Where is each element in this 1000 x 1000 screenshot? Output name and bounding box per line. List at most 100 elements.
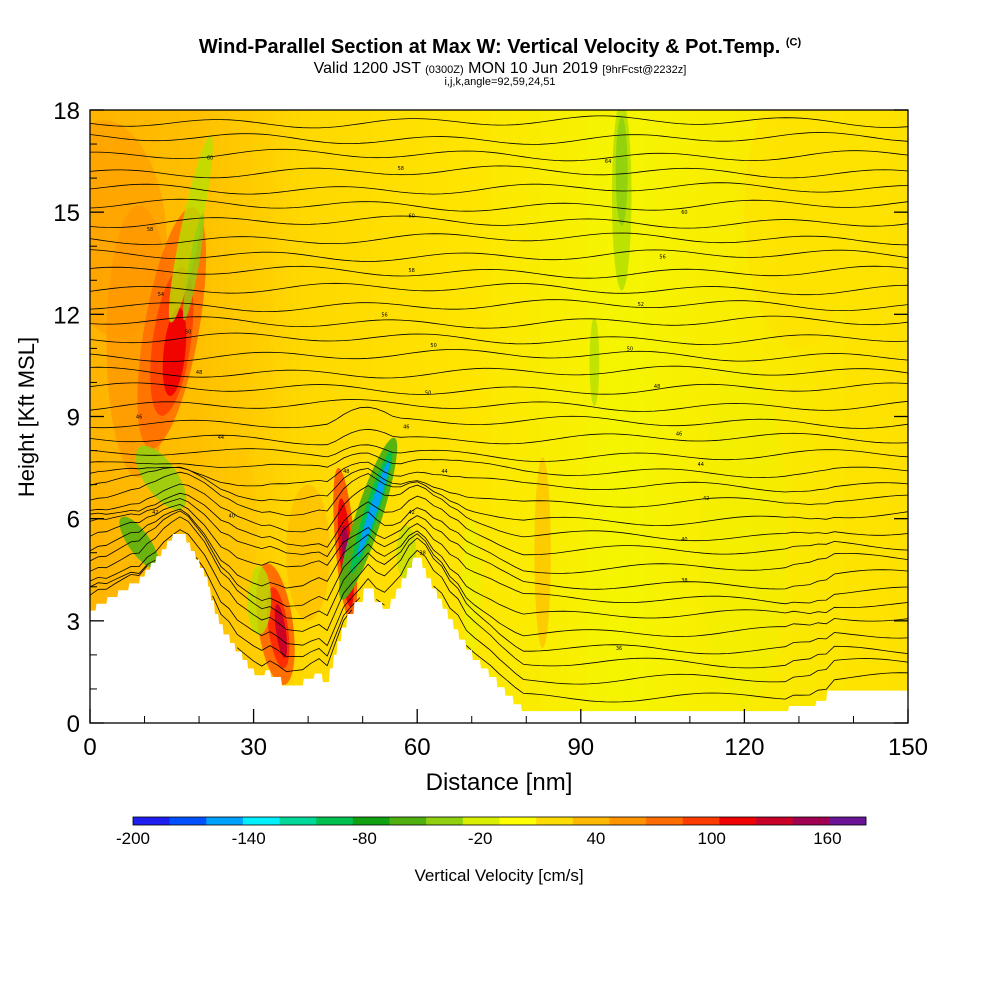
theta-contour-line <box>90 498 908 574</box>
theta-contour-line <box>90 549 908 669</box>
theta-contour-line <box>90 516 908 638</box>
theta-contour-labels: 60 58 64 58 60 60 58 56 54 56 52 50 50 50 48 50 48 46 44 46… <box>136 156 709 652</box>
colorbar-swatch <box>316 817 354 825</box>
theta-contour-line <box>90 428 908 446</box>
velocity-blob <box>357 459 390 558</box>
velocity-blob <box>135 445 187 510</box>
colorbar-frame <box>132 816 867 826</box>
x-tick-label: 30 <box>240 734 267 761</box>
theta-contour-line <box>90 483 908 542</box>
colorbar-tick-label: -80 <box>352 829 377 848</box>
theta-contour-label: 56 <box>659 254 665 260</box>
velocity-blob <box>744 110 854 349</box>
title-main: Wind-Parallel Section at Max W: Vertical… <box>198 36 781 58</box>
theta-contour-label: 40 <box>681 537 687 543</box>
velocity-blob <box>396 525 417 580</box>
colorbar-tick-label: -20 <box>468 829 493 848</box>
theta-contour-label: 58 <box>398 166 404 172</box>
theta-contour-line <box>90 406 908 429</box>
valid-date: MON 10 Jun 2019 <box>468 60 598 77</box>
colorbar-tick-label: 100 <box>698 829 726 848</box>
colorbar-swatch <box>536 817 574 825</box>
velocity-blob <box>119 516 159 569</box>
colorbar-tick-label: 40 <box>586 829 605 848</box>
theta-contour-label: 42 <box>703 496 709 502</box>
y-tick-label: 18 <box>53 98 80 125</box>
title-block: Wind-Parallel Section at Max W: Vertical… <box>0 36 1000 88</box>
y-tick-label: 0 <box>67 711 80 738</box>
y-tick-label: 12 <box>53 302 80 329</box>
colorbar-swatch <box>426 817 464 825</box>
theta-contour-line <box>90 115 908 129</box>
theta-contour-label: 48 <box>654 384 660 390</box>
theta-contour-label: 46 <box>403 425 409 431</box>
theta-contour-line <box>90 461 908 493</box>
colorbar-swatch <box>646 817 684 825</box>
x-tick-label: 150 <box>888 734 928 761</box>
velocity-blob <box>228 450 257 601</box>
theta-contour-line <box>90 249 908 262</box>
velocity-blob <box>534 457 551 649</box>
colorbar-tick-label: 160 <box>813 829 841 848</box>
terrain <box>90 534 908 723</box>
colorbar-swatch <box>682 817 720 825</box>
theta-contour-label: 56 <box>381 312 387 318</box>
colorbar-tick-label: -200 <box>116 829 150 848</box>
theta-contour-line <box>90 215 908 229</box>
theta-contour-line <box>90 332 908 346</box>
theta-contour-label: 60 <box>681 210 687 216</box>
theta-contour-label: 52 <box>638 302 644 308</box>
theta-contour-line <box>90 365 908 379</box>
grid-indices: i,j,k,angle=92,59,24,51 <box>444 76 556 88</box>
velocity-blob <box>162 307 187 396</box>
colorbar-swatch <box>169 817 207 825</box>
theta-contour-label: 44 <box>218 435 224 441</box>
velocity-blob <box>274 604 288 658</box>
theta-contour-label: 46 <box>676 432 682 438</box>
theta-contour-line <box>90 282 908 296</box>
colorbar-swatch <box>462 817 500 825</box>
colorbar-label: Vertical Velocity [cm/s] <box>414 866 583 885</box>
theta-contour-line <box>90 444 908 462</box>
theta-contour-line <box>90 232 908 246</box>
theta-contour-line <box>90 508 908 605</box>
theta-contour-label: 48 <box>343 469 349 475</box>
theta-contour-line <box>90 452 908 479</box>
theta-contour-label: 40 <box>229 513 235 519</box>
theta-contour-label: 36 <box>616 646 622 652</box>
velocity-blob <box>700 365 789 706</box>
y-tick-label: 6 <box>67 507 80 534</box>
theta-contour-label: 42 <box>409 510 415 516</box>
theta-contour-line <box>90 148 908 162</box>
theta-contour-line <box>236 609 908 703</box>
colorbar-swatch <box>609 817 647 825</box>
y-tick-label: 15 <box>53 200 80 227</box>
colorbar-swatch <box>279 817 317 825</box>
theta-contour-line <box>90 198 908 212</box>
theta-contour-label: 50 <box>425 391 431 397</box>
forecast-info: [9hrFcst@2232z] <box>602 64 687 76</box>
theta-contour-label: 38 <box>420 551 426 557</box>
colorbar-swatch <box>242 817 280 825</box>
colorbar-swatch <box>389 817 427 825</box>
theta-contour-line <box>90 466 908 508</box>
theta-contour-label: 50 <box>430 343 436 349</box>
chart-subtitle: Valid 1200 JST (0300Z) MON 10 Jun 2019 [… <box>0 60 1000 78</box>
theta-contour-line <box>90 315 908 329</box>
theta-contour-line <box>90 471 908 527</box>
theta-contour-line <box>90 565 908 685</box>
theta-contour-line <box>90 399 908 412</box>
plot-area: 60 58 64 58 60 60 58 56 54 56 52 50 50 50 48 50 48 46 44 46… <box>90 110 908 723</box>
theta-contour-label: 60 <box>409 214 415 220</box>
theta-contour-line <box>90 529 908 655</box>
theta-contour-label: 50 <box>185 329 191 335</box>
theta-contour-label: 38 <box>681 578 687 584</box>
y-tick-label: 3 <box>67 609 80 636</box>
velocity-blob <box>168 135 213 323</box>
theta-contour-line <box>90 132 908 145</box>
velocity-field <box>90 110 854 706</box>
velocity-blob <box>589 317 600 407</box>
x-tick-label: 120 <box>724 734 764 761</box>
x-tick-label: 60 <box>404 734 431 761</box>
